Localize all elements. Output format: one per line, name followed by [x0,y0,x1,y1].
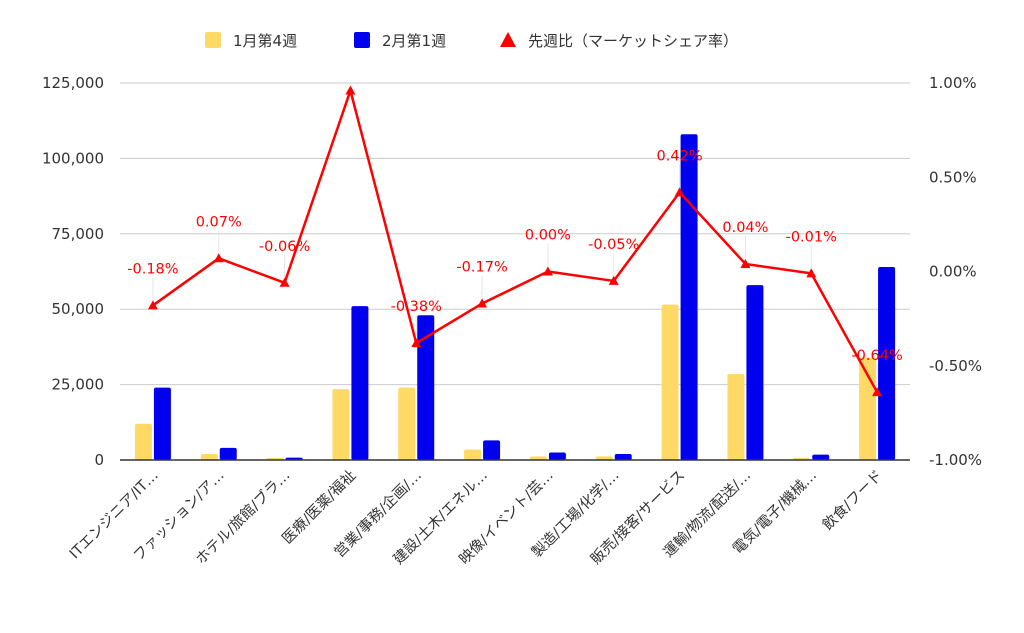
gridlines [120,82,910,386]
line-point-marker [279,277,290,287]
y-axis-right: -1.00% -0.50% 0.00% 0.50% 1.00% [929,74,982,469]
line-point-marker [872,387,883,397]
data-label: 0.04% [722,220,768,236]
bar [219,447,237,460]
line-point-marker [213,253,224,263]
bar [200,453,218,460]
x-axis-categories: ITエンジニア/IT…ファッション/ア…ホテル/旅館/ブラ…医療/医薬/福祉営業… [67,466,886,568]
legend: 1月第4週 2月第1週 先週比（マーケットシェア率） [205,32,738,50]
bar [332,389,350,460]
y-left-tick-label: 0 [94,451,104,469]
legend-swatch [354,32,370,48]
data-label: -0.18% [127,261,178,277]
y-right-tick-label: 0.50% [929,168,977,186]
bar [483,440,501,460]
line-path [152,89,879,393]
data-label: -0.38% [391,299,442,315]
bar [812,454,830,460]
bar [661,304,679,460]
bar [746,285,764,460]
legend-swatch [205,32,221,48]
y-right-tick-label: 0.00% [929,263,977,281]
line-point-marker [345,85,356,95]
bar [595,456,613,460]
line-point-marker [674,187,685,197]
line-point-marker [806,268,817,278]
legend-swatch [500,32,516,47]
line-series: -0.18% 0.07% -0.06% -0.38% -0.17% 0.00% -0.05%… [127,85,903,397]
data-label: 0.00% [525,228,571,244]
bar [134,423,152,460]
y-left-tick-label: 75,000 [52,225,105,243]
data-label: -0.06% [259,239,310,255]
bar [680,134,698,460]
y-right-tick-label: -0.50% [929,357,982,375]
legend-label: 先週比（マーケットシェア率） [528,32,738,50]
line-point-marker [411,338,422,348]
bar [614,453,632,460]
bar [351,306,369,460]
data-label: 0.42% [657,148,703,164]
bars [134,134,896,460]
data-label: -0.17% [456,260,507,276]
line-point-marker [542,266,553,276]
bar [878,266,896,460]
bar [417,315,435,460]
x-category-label: 飲食/フード [819,467,886,534]
y-left-tick-label: 50,000 [52,300,105,318]
data-label: -0.64% [851,348,902,364]
bar [398,387,416,460]
data-label: -0.05% [588,237,639,253]
y-axis-left: 0 25,000 50,000 75,000 100,000 125,000 [42,74,104,469]
bar [529,456,547,460]
bar [464,449,482,460]
line-point-marker [477,298,488,308]
line-point-marker [147,300,158,310]
line-point-marker [608,275,619,285]
data-label: 0.07% [196,214,242,230]
bar [727,374,745,460]
line-point-marker [740,258,751,268]
bar [548,452,566,460]
y-right-tick-label: -1.00% [929,451,982,469]
bar [153,387,171,460]
legend-label: 2月第1週 [382,32,446,50]
y-left-tick-label: 25,000 [52,376,105,394]
y-left-tick-label: 100,000 [42,149,104,167]
legend-label: 1月第4週 [233,32,297,50]
y-left-tick-label: 125,000 [42,74,104,92]
y-right-tick-label: 1.00% [929,74,977,92]
data-label: -0.01% [786,229,837,245]
